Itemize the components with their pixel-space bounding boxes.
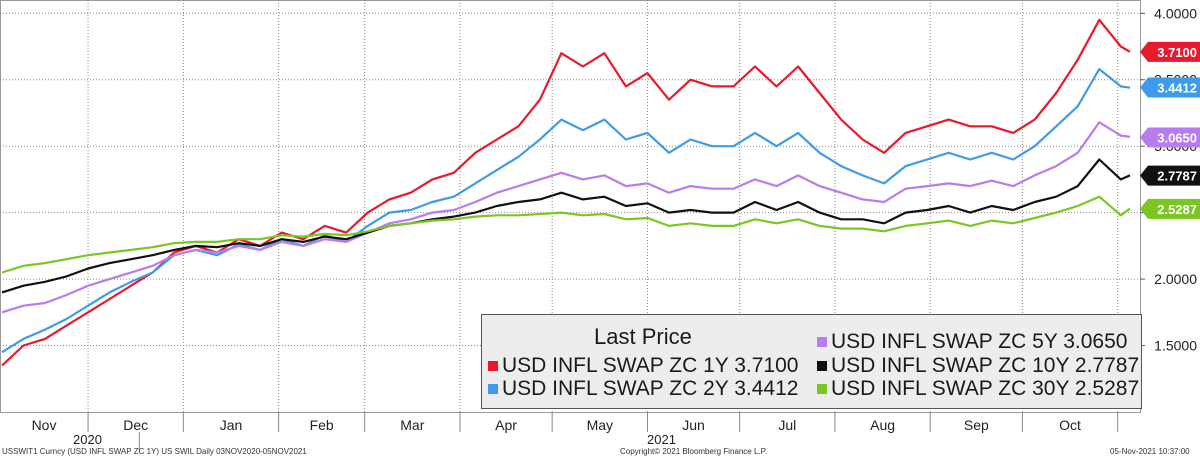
last-value-tag (1140, 127, 1200, 148)
footer-timestamp: 05-Nov-2021 10:37:00 (1110, 447, 1190, 456)
x-tick-label: Oct (1059, 417, 1081, 433)
legend-label-2y: USD INFL SWAP ZC 2Y 3.4412 (502, 377, 799, 400)
x-tick-label: Sep (964, 417, 989, 433)
last-value-text: 2.7787 (1157, 169, 1197, 184)
legend-item-5y: USD INFL SWAP ZC 5Y 3.0650 (817, 330, 1127, 354)
series-lines (1, 18, 1131, 367)
legend-item-1y: USD INFL SWAP ZC 1Y 3.7100 (488, 354, 798, 378)
x-tick-label: Apr (495, 417, 517, 433)
y-tick-label: 4.0000 (1154, 5, 1197, 21)
legend-label-5y: USD INFL SWAP ZC 5Y 3.0650 (831, 330, 1128, 353)
legend-label-1y: USD INFL SWAP ZC 1Y 3.7100 (502, 354, 799, 377)
x-tick-label: May (587, 417, 613, 433)
plot-frame (0, 0, 1141, 413)
series-line-usd-infl-swap-zc-5y (1, 121, 1131, 314)
legend-label-10y: USD INFL SWAP ZC 10Y 2.7787 (831, 354, 1140, 377)
x-tick-label: Feb (310, 417, 334, 433)
year-label-2021: 2021 (647, 432, 676, 447)
legend-swatch-5y (817, 337, 827, 347)
y-tick-label: 1.5000 (1154, 338, 1197, 354)
legend-label-30y: USD INFL SWAP ZC 30Y 2.5287 (831, 377, 1140, 400)
legend-swatch-1y (488, 361, 498, 371)
x-tick-label: Mar (400, 417, 424, 433)
y-tick-label: 2.0000 (1154, 271, 1197, 287)
legend-item-30y: USD INFL SWAP ZC 30Y 2.5287 (817, 377, 1139, 401)
last-value-tag (1140, 198, 1200, 219)
last-value-text: 3.4412 (1157, 81, 1197, 96)
legend-swatch-2y (488, 384, 498, 394)
legend-swatch-30y (817, 384, 827, 394)
last-value-tag (1140, 77, 1200, 98)
footer-copyright: Copyright© 2021 Bloomberg Finance L.P. (620, 447, 768, 456)
legend-item-2y: USD INFL SWAP ZC 2Y 3.4412 (488, 377, 798, 401)
last-value-text: 3.7100 (1157, 45, 1197, 60)
legend-swatch-10y (817, 361, 827, 371)
last-value-text: 2.5287 (1157, 202, 1197, 217)
x-axis: Nov Dec Jan Feb Mar Apr May Jun Jul Aug Sep Oct (32, 412, 1119, 452)
last-value-tag (1140, 41, 1200, 62)
legend-item-10y: USD INFL SWAP ZC 10Y 2.7787 (817, 354, 1139, 378)
x-tick-label: Jan (220, 417, 243, 433)
x-tick-label: Dec (123, 417, 148, 433)
last-value-text: 3.0650 (1157, 131, 1197, 146)
x-tick-label: Nov (32, 417, 57, 433)
legend-title: Last Price (594, 324, 692, 349)
last-value-tag (1140, 165, 1200, 186)
series-line-usd-infl-swap-zc-30y (1, 195, 1131, 274)
series-line-usd-infl-swap-zc-10y (1, 158, 1131, 294)
footer-source: USSWIT1 Curncy (USD INFL SWAP ZC 1Y) US … (2, 447, 307, 456)
legend: Last Price USD INFL SWAP ZC 1Y 3.7100 US… (481, 314, 1142, 409)
last-value-labels: 3.7100 3.4412 3.0650 2.7787 2.5287 (1140, 41, 1200, 219)
year-label-2020: 2020 (73, 432, 102, 447)
x-tick-label: Jul (778, 417, 796, 433)
x-tick-label: Aug (870, 417, 895, 433)
x-tick-label: Jun (682, 417, 705, 433)
